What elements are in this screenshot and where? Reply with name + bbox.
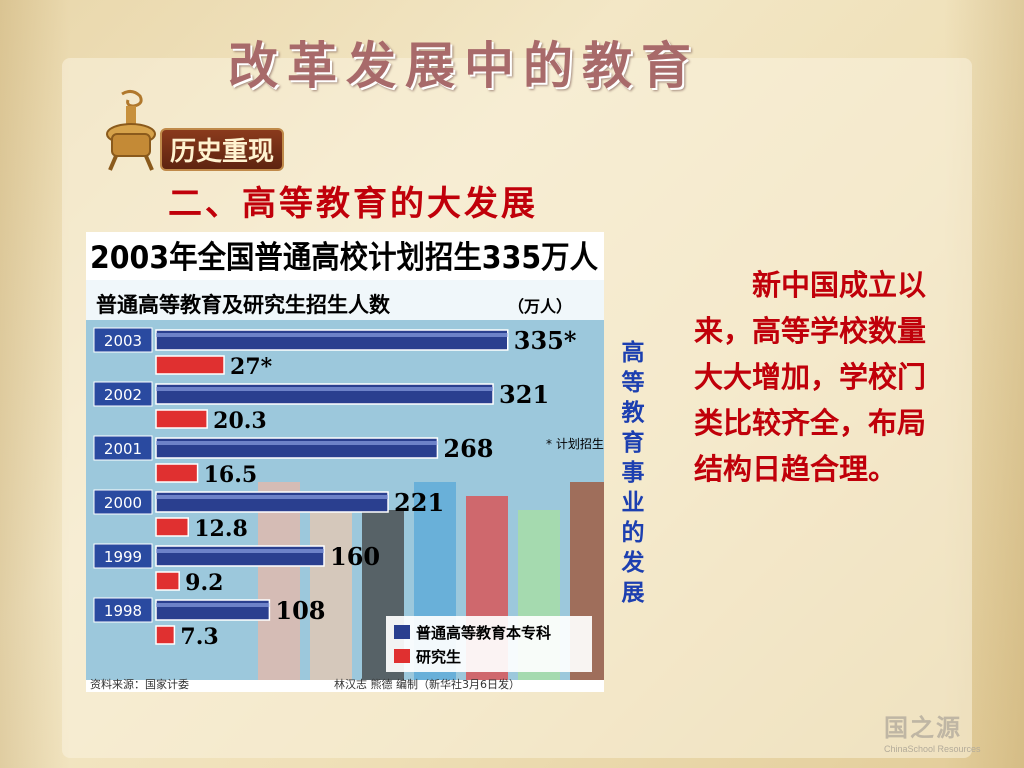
year-label-box (93, 435, 153, 461)
year-label: 2002 (104, 386, 142, 404)
chinaschool-logo: 国之源 ChinaSchool Resources (884, 708, 1002, 758)
decoration-bar (310, 496, 352, 680)
bar-undergrad-highlight (156, 441, 438, 445)
bar-undergrad-value: 335* (514, 326, 577, 355)
chart-title: 2003年全国普通高校计划招生335万人 (90, 240, 598, 276)
logo-text: 国之源 (884, 714, 962, 742)
year-label: 2000 (104, 494, 142, 512)
chart-svg: 2003年全国普通高校计划招生335万人 普通高等教育及研究生招生人数 （万人）… (86, 232, 604, 692)
year-label-box (93, 381, 153, 407)
section-subtitle: 二、高等教育的大发展 (168, 184, 538, 224)
year-label-box (93, 489, 153, 515)
bar-postgrad (155, 409, 208, 429)
decoration-bar (258, 482, 300, 680)
year-label-box (93, 597, 153, 623)
chart-unit: （万人） (508, 297, 572, 316)
bar-postgrad-value: 7.3 (180, 624, 218, 650)
vertical-caption: 高等教育事业的发展 (621, 339, 645, 606)
bar-postgrad (155, 625, 176, 645)
bar-undergrad-value: 108 (275, 596, 325, 625)
bar-undergrad-highlight (156, 387, 494, 391)
bar-postgrad (155, 355, 225, 375)
bar-undergrad-highlight (156, 495, 389, 499)
chart-source: 资料来源：国家计委 (90, 677, 189, 691)
logo-subtext: ChinaSchool Resources (884, 744, 981, 754)
chart-note: * 计划招生人数 (546, 436, 604, 451)
chart-credit: 林汉志 熊德 编制（新华社3月6日发） (334, 677, 520, 691)
year-label-box (93, 327, 153, 353)
bar-postgrad (155, 517, 190, 537)
bar-undergrad-value: 160 (330, 542, 380, 571)
chart-subtitle: 普通高等教育及研究生招生人数 (96, 293, 391, 317)
year-label: 2003 (104, 332, 142, 350)
slide-title: 改革发展中的教育 (228, 36, 700, 95)
legend-swatch (394, 625, 410, 639)
bar-undergrad-highlight (156, 549, 324, 553)
year-label: 1998 (104, 602, 142, 620)
history-badge: 历史重现 (100, 88, 340, 172)
ancient-vessel-icon (106, 89, 156, 171)
legend-label: 研究生 (416, 648, 461, 666)
bar-postgrad (155, 463, 199, 483)
legend-box (386, 616, 592, 672)
background-decoration (258, 482, 604, 680)
bar-postgrad-value: 27* (230, 354, 273, 380)
year-label-box (93, 543, 153, 569)
bar-postgrad-value: 12.8 (194, 516, 248, 542)
legend-swatch (394, 649, 410, 663)
legend-label: 普通高等教育本专科 (416, 624, 551, 642)
badge-label: 历史重现 (160, 128, 285, 171)
year-label: 1999 (104, 548, 142, 566)
background-decoration-left (0, 0, 70, 768)
bar-undergrad-highlight (156, 333, 508, 337)
body-text: 新中国成立以来，高等学校数量大大增加，学校门类比较齐全，布局结构日趋合理。 (694, 268, 927, 486)
bar-postgrad (155, 571, 180, 591)
enrollment-chart: 2003年全国普通高校计划招生335万人 普通高等教育及研究生招生人数 （万人）… (86, 232, 604, 692)
year-label: 2001 (104, 440, 142, 458)
bar-postgrad-value: 9.2 (185, 570, 223, 596)
bar-undergrad-value: 321 (499, 380, 549, 409)
bar-undergrad-value: 268 (443, 434, 493, 463)
bar-postgrad-value: 16.5 (204, 462, 258, 488)
bar-undergrad-value: 221 (394, 488, 444, 517)
bar-undergrad-highlight (156, 603, 270, 607)
bar-postgrad-value: 20.3 (213, 408, 267, 434)
